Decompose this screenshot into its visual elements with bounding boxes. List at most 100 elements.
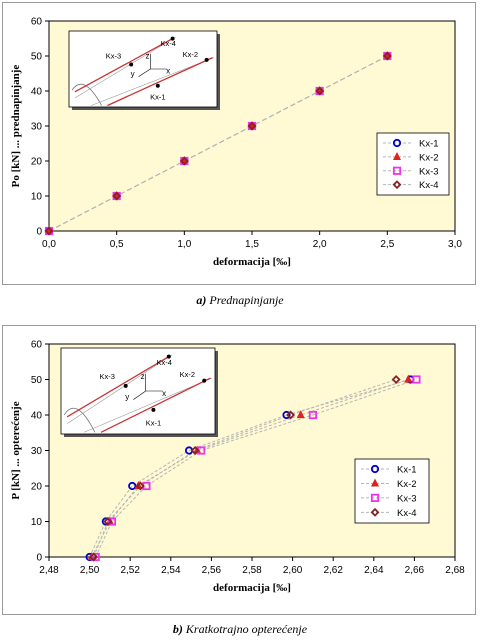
legend-label: Kx-3 [397,493,417,504]
y-tick-label: 50 [31,375,43,386]
x-tick-label: 2,66 [405,565,425,576]
x-tick-label: 2,0 [313,239,327,250]
axis-label: x [166,67,170,76]
data-point [179,156,189,166]
y-tick-label: 10 [31,192,43,203]
series-points-kx-4 [44,51,392,236]
x-tick-label: 2,48 [39,565,59,576]
caption-letter: a) [196,293,207,307]
legend-label: Kx-1 [397,465,417,476]
legend: Kx-1 Kx-2 Kx-3 Kx-4 [376,132,450,196]
data-point [89,552,99,562]
legend-marker [370,478,380,487]
y-tick-label: 50 [31,52,43,63]
legend-label: Kx-2 [397,479,417,490]
tendon-upper [74,38,173,93]
schematic-inset: Kx-3 Kx-4 Kx-2 Kx-1 z y x [68,30,220,110]
legend-label: Kx-1 [419,139,439,150]
tendon-upper [66,356,170,418]
series-points-kx-4 [89,375,401,562]
gauge-label: Kx-1 [150,92,165,101]
x-tick-label: 3,0 [448,239,462,250]
x-tick-label: 2,58 [242,565,262,576]
series-line-kx-3 [95,379,417,558]
slab-edge [74,36,176,99]
gauge-point [123,383,128,388]
gauge-label: Kx-1 [146,418,161,427]
slab-edge [63,407,96,433]
gauge-point [151,407,156,412]
caption-opterecenje: b) Kratkotrajno opterećenje [0,622,480,637]
gauge-point [129,62,134,67]
x-tick-label: 2,62 [323,565,343,576]
data-point [315,86,325,96]
axis-y [138,68,151,77]
y-tick-label: 10 [31,517,43,528]
x-tick-label: 2,60 [283,565,303,576]
x-tick-label: 2,54 [161,565,181,576]
x-tick-label: 2,5 [380,239,394,250]
inset-frame [68,30,218,108]
axis-label: z [141,372,145,381]
chart-kratkotrajno-opterecenje: 2,48 2,50 2,52 2,54 2,56 2,58 2,60 2,62 2,64 2,66… [10,340,465,595]
data-point [412,375,421,384]
legend-marker [370,493,380,502]
legend: Kx-1 Kx-2 Kx-3 Kx-4 [354,458,430,524]
tendon-lower [107,57,213,107]
gauge-label: Kx-2 [183,50,198,59]
y-tick-label: 0 [36,553,42,564]
caption-prednapinjanje: a) Prednapinjanje [0,293,480,308]
legend-label: Kx-2 [419,152,439,163]
legend-marker [370,507,380,517]
x-axis-label: deformacija [‰] [213,582,291,594]
y-tick-label: 60 [31,17,43,28]
x-tick-label: 2,56 [202,565,222,576]
y-tick-label: 0 [36,227,42,238]
y-tick-label: 40 [31,87,43,98]
y-tick-label: 20 [31,157,43,168]
data-point [91,552,100,562]
data-point [391,375,401,384]
slab-edge [66,354,173,424]
y-axis-label: Po [kN] ... prednapinjanje [10,65,22,188]
legend-marker [392,138,402,148]
caption-text: Kratkotrajno opterećenje [185,622,308,636]
slab-edge [83,377,213,433]
y-tick-label: 20 [31,482,43,493]
chart-prednapinjanje: 0,0 0,5 1,0 1,5 2,0 2,5 3,0 0 10 20 30 40 50 60 deform… [10,17,462,269]
x-tick-label: 1,0 [177,239,191,250]
series-line-kx-2 [91,379,409,558]
slab-edge [71,83,102,106]
legend-marker [392,151,402,160]
data-point [296,410,305,419]
x-tick-label: 2,50 [80,565,100,576]
data-point [44,226,54,236]
schematic-inset: Kx-3 Kx-4 Kx-2 Kx-1 z y x [60,347,218,437]
gauge-point [204,57,209,62]
legend-label: Kx-4 [419,180,439,191]
x-tick-label: 0,5 [110,239,124,250]
x-tick-label: 2,64 [364,565,384,576]
data-point [382,51,392,61]
inset-frame [60,347,216,435]
x-axis-label: deformacija [‰] [213,256,291,268]
axis-label: z [145,51,149,60]
y-tick-label: 60 [31,340,43,351]
data-point [128,481,137,491]
legend-marker [370,464,380,474]
legend-marker [392,166,402,175]
gauge-label: Kx-4 [160,39,175,48]
gauge-label: Kx-2 [180,370,195,379]
gauge-point [170,36,175,41]
gauge-label: Kx-3 [106,51,121,60]
legend-marker [392,180,402,190]
x-tick-label: 2,68 [445,565,465,576]
data-point [103,517,113,526]
x-tick-label: 2,52 [120,565,140,576]
data-point [107,517,117,526]
gauge-point [166,354,171,359]
series-points-kx-3 [91,375,421,562]
axis-label: y [125,393,129,402]
gauge-point [202,378,207,383]
chart-panel-opterecenje: 2,48 2,50 2,52 2,54 2,56 2,58 2,60 2,62 2,64 2,66… [2,325,476,615]
